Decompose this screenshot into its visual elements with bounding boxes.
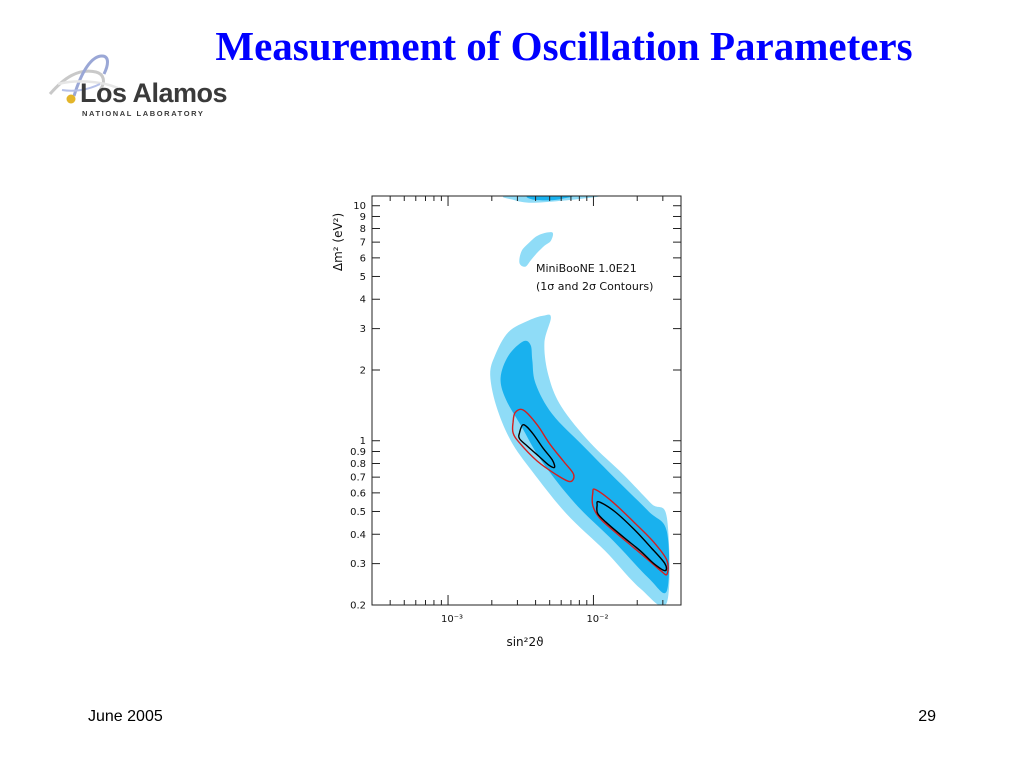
page-number: 29	[918, 708, 936, 725]
2-contour-upper	[511, 408, 575, 483]
slide-title: Measurement of Oscillation Parameters	[215, 23, 913, 69]
y-tick-label-5: 5	[360, 272, 366, 283]
logo-subtitle: NATIONAL LABORATORY	[82, 109, 205, 118]
1-contour-lower	[596, 500, 668, 572]
plot-frame	[371, 195, 682, 606]
y-tick-label-0-2: 0.2	[350, 601, 366, 612]
axis-ticks	[371, 196, 682, 606]
y-axis-label: Δm² (eV²)	[331, 213, 345, 271]
y-tick-label-4: 4	[360, 295, 366, 306]
y-tick-label-0-8: 0.8	[350, 459, 366, 470]
contour-regions	[490, 196, 670, 605]
y-tick-label-1: 1	[360, 436, 366, 447]
annotation-line-1: MiniBooNE 1.0E21	[536, 262, 637, 275]
y-tick-label-2: 2	[360, 365, 366, 376]
logo-wordmark: Los Alamos	[80, 78, 228, 108]
los-alamos-logo: Los Alamos NATIONAL LABORATORY	[44, 50, 244, 124]
y-tick-label-0-9: 0.9	[350, 447, 366, 458]
los-alamos-swoosh-logo	[48, 54, 119, 104]
x-axis-label: sin²2ϑ	[506, 635, 543, 649]
x-tick-label-0-001: 10⁻³	[441, 614, 463, 625]
y-tick-label-0-3: 0.3	[350, 559, 366, 570]
y-tick-label-10: 10	[353, 201, 366, 212]
y-tick-label-9: 9	[360, 212, 366, 223]
footer-date: June 2005	[88, 708, 163, 725]
1-contour-upper	[518, 423, 556, 469]
x-tick-label-0-01: 10⁻²	[586, 614, 608, 625]
y-tick-label-6: 6	[360, 253, 366, 264]
y-tick-label-8: 8	[360, 224, 366, 235]
y-tick-label-0-7: 0.7	[350, 473, 366, 484]
y-tick-label-0-4: 0.4	[350, 530, 366, 541]
y-tick-label-7: 7	[360, 238, 366, 249]
2-contour-lower	[591, 488, 669, 576]
oscillation-contour-chart: 10 9 8 7 6 5 4 3 2 1 0.9 0.8 0.7 0.6 0.5 0.4 0.3 0.2 10⁻³ 1…	[320, 190, 700, 665]
lower-m-band-inner-region	[500, 340, 670, 594]
upper-island	[519, 232, 554, 267]
y-tick-label-3: 3	[360, 324, 366, 335]
y-tick-label-0-5: 0.5	[350, 507, 366, 518]
y-tick-label-0-6: 0.6	[350, 488, 366, 499]
annotation-line-2: (1σ and 2σ Contours)	[536, 280, 653, 293]
